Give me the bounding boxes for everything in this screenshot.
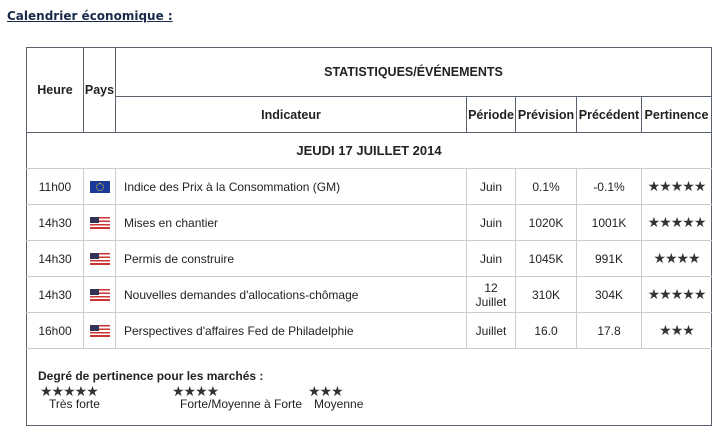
us-flag-icon xyxy=(89,325,110,338)
precedent-cell: 304K xyxy=(576,276,642,313)
precedent-cell: 991K xyxy=(576,240,642,277)
pays-cell xyxy=(83,168,116,205)
precedent-cell: 17.8 xyxy=(576,312,642,349)
us-flag-icon xyxy=(89,253,110,266)
header-pays: Pays xyxy=(83,47,116,133)
prevision-cell: 16.0 xyxy=(515,312,577,349)
prevision-cell: 310K xyxy=(515,276,577,313)
indicateur-cell: Indice des Prix à la Consommation (GM) xyxy=(115,168,467,205)
indicateur-cell: Nouvelles demandes d'allocations-chômage xyxy=(115,276,467,313)
table-row: 14h30 Nouvelles demandes d'allocations-c… xyxy=(26,276,712,313)
date-row: JEUDI 17 JUILLET 2014 xyxy=(26,132,712,169)
table-row: 14h30 Mises en chantier Juin 1020K 1001K… xyxy=(26,204,712,241)
pertinence-stars: ★★★ xyxy=(641,312,712,349)
legend-label: Très forte xyxy=(49,397,100,411)
legend-stars-5: ★★★★★ xyxy=(40,383,99,399)
header-pertinence: Pertinence xyxy=(641,96,712,133)
eu-flag-icon xyxy=(89,181,110,194)
economic-calendar-table: Heure Pays STATISTIQUES/ÉVÉNEMENTS Indic… xyxy=(26,47,712,426)
pertinence-stars: ★★★★ xyxy=(641,240,712,277)
periode-cell: Juillet xyxy=(466,312,516,349)
legend-heading: Degré de pertinence pour les marchés : xyxy=(38,369,264,383)
header-periode: Période xyxy=(466,96,516,133)
table-row: 14h30 Permis de construire Juin 1045K 99… xyxy=(26,240,712,277)
indicateur-cell: Perspectives d'affaires Fed de Philadelp… xyxy=(115,312,467,349)
precedent-cell: -0.1% xyxy=(576,168,642,205)
header-prevision: Prévision xyxy=(515,96,577,133)
precedent-cell: 1001K xyxy=(576,204,642,241)
pertinence-stars: ★★★★★ xyxy=(641,276,712,313)
us-flag-icon xyxy=(89,289,110,302)
pertinence-stars: ★★★★★ xyxy=(641,168,712,205)
heure-cell: 14h30 xyxy=(26,204,84,241)
legend-label: Moyenne xyxy=(314,397,364,411)
legend-label: Forte/Moyenne à Forte xyxy=(180,397,303,411)
pays-cell xyxy=(83,204,116,241)
page-title: Calendrier économique : xyxy=(7,9,173,23)
header-precedent: Précédent xyxy=(576,96,642,133)
legend-stars-3: ★★★ xyxy=(308,383,344,399)
relevance-legend: Degré de pertinence pour les marchés : ★… xyxy=(27,349,711,425)
table-row: 16h00 Perspectives d'affaires Fed de Phi… xyxy=(26,312,712,349)
periode-cell: Juin xyxy=(466,240,516,277)
heure-cell: 14h30 xyxy=(26,240,84,277)
prevision-cell: 1020K xyxy=(515,204,577,241)
pertinence-stars: ★★★★★ xyxy=(641,204,712,241)
legend-stars-4: ★★★★ xyxy=(172,383,219,399)
us-flag-icon xyxy=(89,217,110,230)
heure-cell: 16h00 xyxy=(26,312,84,349)
indicateur-cell: Mises en chantier xyxy=(115,204,467,241)
header-indicateur: Indicateur xyxy=(115,96,467,133)
table-row: 11h00 Indice des Prix à la Consommation … xyxy=(26,168,712,205)
prevision-cell: 1045K xyxy=(515,240,577,277)
pays-cell xyxy=(83,240,116,277)
pays-cell xyxy=(83,276,116,313)
indicateur-cell: Permis de construire xyxy=(115,240,467,277)
periode-cell: Juin xyxy=(466,204,516,241)
periode-cell: 12 Juillet xyxy=(466,276,516,313)
header-heure: Heure xyxy=(26,47,84,133)
periode-cell: Juin xyxy=(466,168,516,205)
heure-cell: 11h00 xyxy=(26,168,84,205)
header-group: STATISTIQUES/ÉVÉNEMENTS xyxy=(324,65,503,79)
heure-cell: 14h30 xyxy=(26,276,84,313)
prevision-cell: 0.1% xyxy=(515,168,577,205)
pays-cell xyxy=(83,312,116,349)
